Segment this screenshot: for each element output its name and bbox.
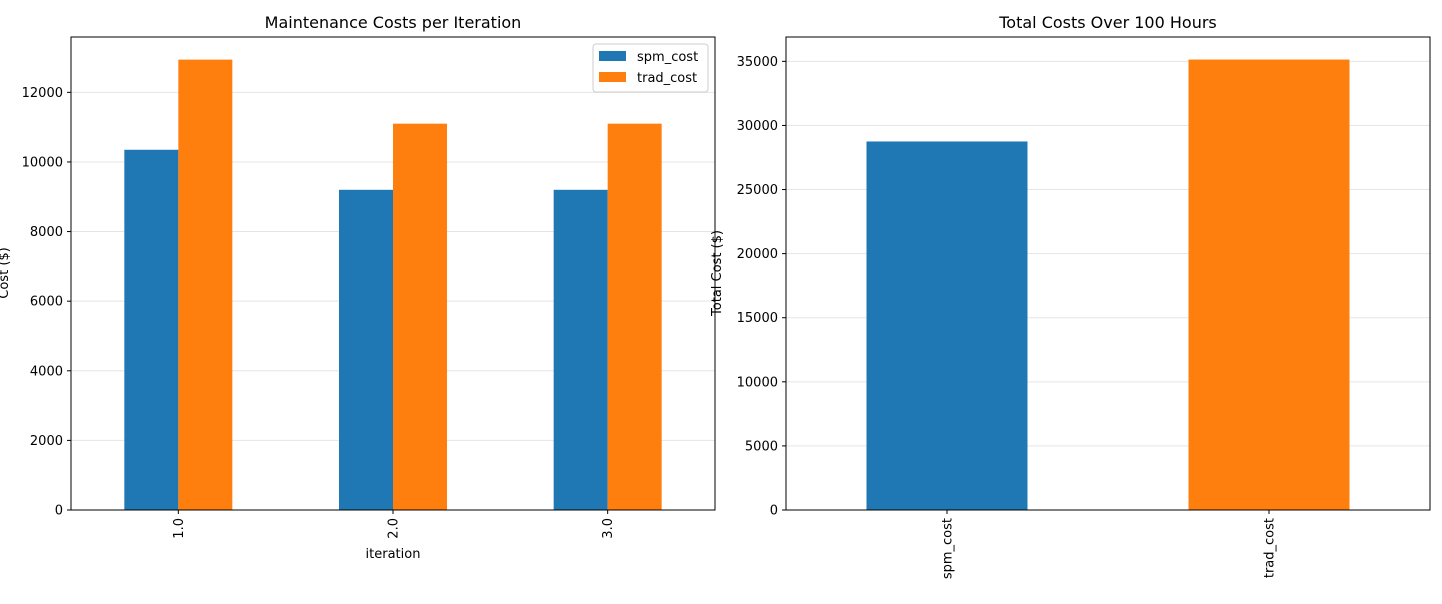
x-tick-label: trad_cost [1263,518,1278,578]
right-plot-frame [785,36,1431,511]
y-tick-label: 2000 [30,434,63,449]
legend-swatch-spm-cost [599,51,626,61]
y-tick-label: 6000 [30,295,63,310]
right-y-ticks: 0 5000 10000 15000 20000 25000 30000 35000 [737,55,786,519]
y-tick-label: 10000 [737,375,778,390]
left-chart: 0 2000 4000 6000 8000 10000 12000 1.0 2.0 3.0 Ma… [0,13,716,562]
bar-spm-cost-3-0 [553,189,608,511]
x-tick-label: 3.0 [601,518,616,539]
x-tick-label: 2.0 [387,518,402,539]
bar-trad-cost [1188,59,1350,511]
y-tick-label: 5000 [745,439,778,454]
y-tick-label: 0 [770,504,778,519]
left-x-axis-label: iteration [366,547,421,562]
y-tick-label: 4000 [30,364,63,379]
x-tick-label: spm_cost [941,518,956,579]
y-tick-label: 12000 [22,86,63,101]
left-bars [124,59,662,511]
left-chart-title: Maintenance Costs per Iteration [265,13,522,32]
right-bars [866,59,1350,511]
x-tick-label: 1.0 [172,518,187,539]
y-tick-label: 0 [55,504,63,519]
left-y-axis-label: Cost ($) [0,247,12,298]
left-x-ticks: 1.0 2.0 3.0 [172,510,616,539]
legend-label-trad-cost: trad_cost [637,71,697,86]
y-tick-label: 30000 [737,119,778,134]
y-tick-label: 20000 [737,247,778,262]
bar-trad-cost-1-0 [178,59,233,510]
right-chart-title: Total Costs Over 100 Hours [998,13,1217,32]
right-chart: 0 5000 10000 15000 20000 25000 30000 35000 spm_… [710,13,1431,579]
left-y-ticks: 0 2000 4000 6000 8000 10000 12000 [22,86,71,519]
right-x-ticks: spm_cost trad_cost [941,510,1278,579]
right-y-axis-label: Total Cost ($) [710,230,725,317]
bar-spm-cost-1-0 [124,149,179,510]
bar-trad-cost-2-0 [393,123,447,510]
y-tick-label: 25000 [737,183,778,198]
bar-trad-cost-3-0 [607,123,662,510]
bar-spm-cost-2-0 [339,189,393,511]
legend-swatch-trad-cost [599,72,626,82]
y-tick-label: 15000 [737,311,778,326]
legend-label-spm-cost: spm_cost [637,50,698,65]
bar-spm-cost [866,141,1028,510]
y-tick-label: 8000 [30,225,63,240]
y-tick-label: 35000 [737,55,778,70]
y-tick-label: 10000 [22,155,63,170]
left-legend: spm_cost trad_cost [592,43,709,93]
